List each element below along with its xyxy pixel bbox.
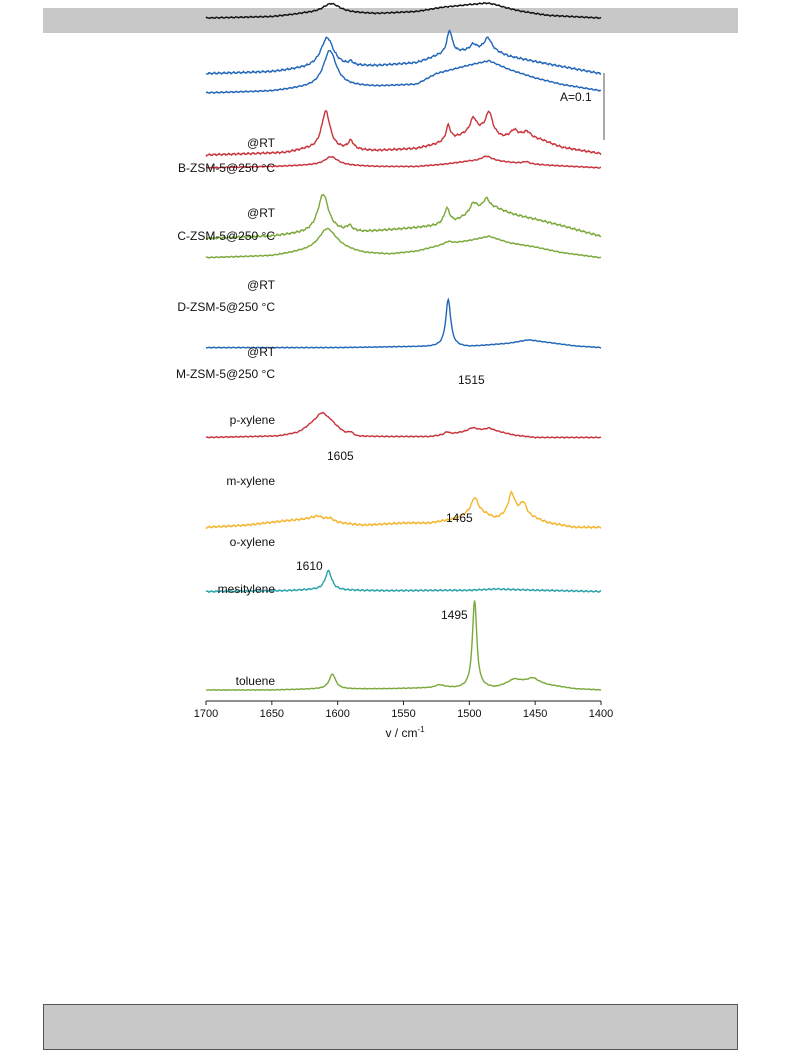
series-label-o-xylene: o-xylene bbox=[230, 535, 276, 549]
group-label-top: @RT bbox=[247, 345, 276, 359]
spectrum-line bbox=[205, 193, 602, 241]
series-labels-group: @RT B-ZSM-5@250 °C @RT C-ZSM-5@250 °C @R… bbox=[176, 136, 276, 688]
spectrum-line bbox=[205, 227, 602, 259]
x-tick-label: 1650 bbox=[260, 708, 284, 720]
spectrum-line bbox=[205, 155, 602, 169]
series-label-m-xylene: m-xylene bbox=[226, 474, 275, 488]
x-axis-ticks: 1700 1650 1600 1550 1500 1450 1400 bbox=[194, 701, 613, 720]
spectrum-line bbox=[205, 569, 602, 594]
group-label-bottom: D-ZSM-5@250 °C bbox=[177, 300, 275, 314]
x-tick-label: 1500 bbox=[457, 708, 481, 720]
group-label-bottom: C-ZSM-5@250 °C bbox=[177, 229, 275, 243]
x-tick-label: 1700 bbox=[194, 708, 218, 720]
spectrum-line bbox=[205, 1, 602, 20]
footer-bar bbox=[43, 1004, 738, 1050]
scale-bar-label: A=0.1 bbox=[560, 90, 592, 104]
x-axis-title-main: v / cm bbox=[385, 726, 417, 740]
x-axis-title: v / cm-1 bbox=[385, 725, 425, 740]
group-label-bottom: B-ZSM-5@250 °C bbox=[178, 161, 275, 175]
group-label-top: @RT bbox=[247, 278, 276, 292]
series-label-toluene: toluene bbox=[236, 674, 276, 688]
spectrum-line bbox=[205, 600, 602, 692]
x-tick-label: 1450 bbox=[523, 708, 547, 720]
spectrum-line bbox=[205, 29, 602, 76]
group-label-top: @RT bbox=[247, 136, 276, 150]
spectrum-line bbox=[205, 297, 602, 349]
spectrum-line bbox=[205, 110, 602, 158]
peak-annotation: 1515 bbox=[458, 373, 485, 387]
peak-annotation: 1610 bbox=[296, 559, 323, 573]
series-label-p-xylene: p-xylene bbox=[230, 413, 276, 427]
peak-annotation: 1495 bbox=[441, 608, 468, 622]
spectrum-line bbox=[205, 490, 602, 530]
x-axis: 1700 1650 1600 1550 1500 1450 1400 bbox=[194, 700, 613, 720]
peak-annotation: 1605 bbox=[327, 449, 354, 463]
spectrum-line bbox=[205, 411, 602, 439]
group-label-top: @RT bbox=[247, 206, 276, 220]
series-label-mesitylene: mesitylene bbox=[218, 582, 276, 596]
x-tick-label: 1550 bbox=[391, 708, 415, 720]
x-tick-label: 1400 bbox=[589, 708, 613, 720]
x-tick-label: 1600 bbox=[325, 708, 349, 720]
peak-annotations-group: 1515 1605 1465 1610 1495 bbox=[296, 373, 485, 622]
peak-annotation: 1465 bbox=[446, 511, 473, 525]
group-label-bottom: M-ZSM-5@250 °C bbox=[176, 367, 275, 381]
spectra-series-group bbox=[205, 1, 602, 692]
x-axis-title-sup: -1 bbox=[417, 725, 425, 734]
spectrum-line bbox=[205, 50, 601, 95]
